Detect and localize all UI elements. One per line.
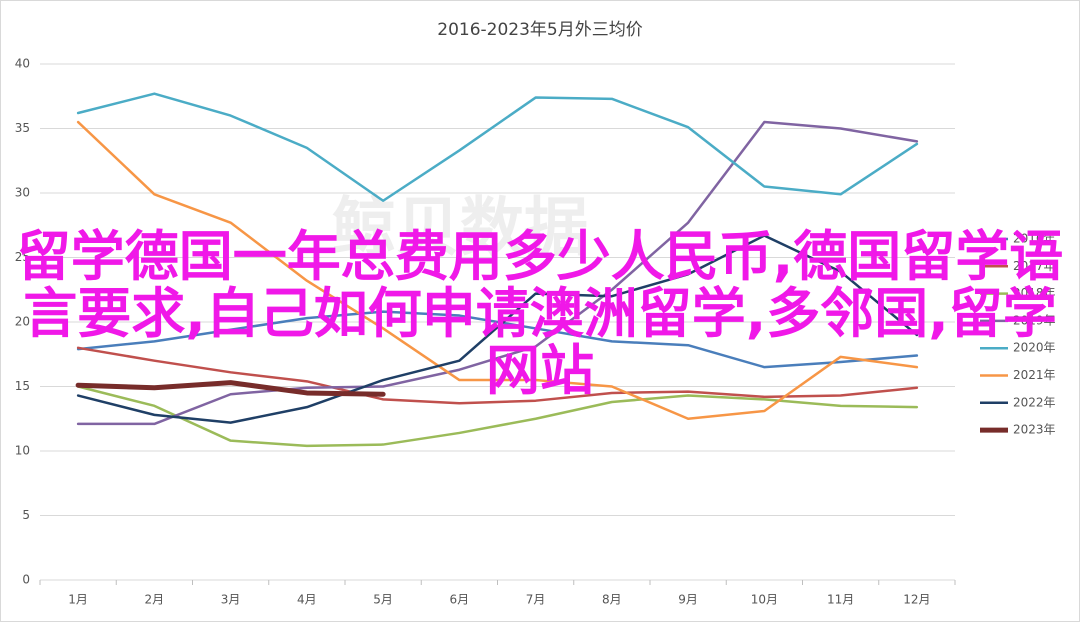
series-line <box>76 120 919 426</box>
x-tick-label: 3月 <box>221 593 241 607</box>
x-tick-label: 11月 <box>827 593 854 607</box>
legend-label: 2023年 <box>1013 423 1056 437</box>
y-tick-label: 15 <box>15 379 30 393</box>
legend-label: 2019年 <box>1013 313 1056 327</box>
x-tick-label: 10月 <box>751 593 778 607</box>
x-tick-label: 9月 <box>678 593 698 607</box>
y-tick-label: 25 <box>15 250 30 264</box>
y-tick-label: 20 <box>15 315 30 329</box>
y-tick-label: 30 <box>15 186 30 200</box>
legend-label: 2018年 <box>1013 286 1056 300</box>
y-tick-label: 10 <box>15 444 30 458</box>
x-tick-label: 7月 <box>526 593 546 607</box>
series-line <box>76 346 919 405</box>
x-tick-label: 8月 <box>602 593 622 607</box>
series-line <box>76 234 919 424</box>
legend-label: 2017年 <box>1013 259 1056 273</box>
y-tick-label: 0 <box>22 573 30 587</box>
y-tick-label: 5 <box>22 508 30 522</box>
x-tick-label: 6月 <box>450 593 470 607</box>
legend-label: 2020年 <box>1013 341 1056 355</box>
watermark: 鲸贝数据 <box>332 192 588 266</box>
overlay-text: 留学德国一年总费用多少人民币,德国留学语言要求,自己如何申请澳洲留学,多邻国,留… <box>16 225 1064 402</box>
legend-label: 2021年 <box>1013 368 1056 382</box>
series-line <box>76 310 919 369</box>
legend-label: 2016年 <box>1013 232 1056 246</box>
legend-label: 2022年 <box>1013 395 1056 409</box>
chart-title: 2016-2023年5月外三均价 <box>437 20 642 40</box>
y-tick-label: 35 <box>15 121 30 135</box>
x-tick-label: 12月 <box>903 593 930 607</box>
x-tick-label: 4月 <box>297 593 317 607</box>
series-line <box>75 380 386 397</box>
series-line <box>76 120 919 420</box>
y-tick-label: 40 <box>15 57 30 71</box>
x-tick-label: 5月 <box>373 593 393 607</box>
x-tick-label: 1月 <box>68 593 88 607</box>
x-tick-label: 2月 <box>145 593 165 607</box>
series-line <box>76 92 919 202</box>
